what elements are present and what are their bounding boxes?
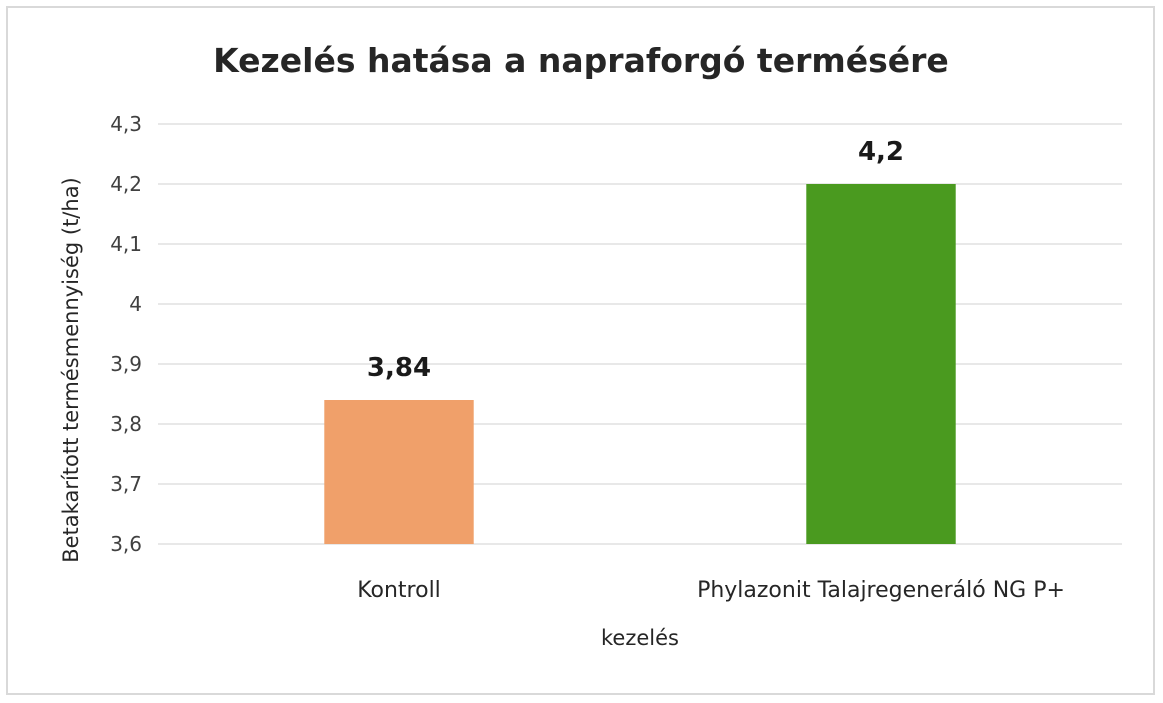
bar: [806, 184, 956, 544]
y-tick-label: 3,7: [110, 472, 142, 496]
y-tick-label: 4: [129, 292, 142, 316]
y-tick-label: 3,9: [110, 352, 142, 376]
x-category-label: Phylazonit Talajregeneráló NG P+: [697, 578, 1065, 603]
x-category-label: Kontroll: [357, 578, 441, 603]
y-axis-ticks: 3,6 3,7 3,8 3,9 4 4,1 4,2 4,3: [110, 112, 142, 556]
bar: [324, 400, 474, 544]
data-label: 4,2: [858, 137, 904, 167]
x-axis-label: kezelés: [601, 626, 679, 650]
y-tick-label: 3,8: [110, 412, 142, 436]
y-tick-label: 3,6: [110, 532, 142, 556]
y-tick-label: 4,1: [110, 232, 142, 256]
x-axis-categories: Kontroll Phylazonit Talajregeneráló NG P+: [357, 578, 1065, 603]
gridlines: [158, 123, 1122, 545]
chart-frame: [6, 6, 1155, 695]
y-tick-label: 4,3: [110, 112, 142, 136]
data-labels: 3,84 4,2: [367, 137, 904, 383]
data-label: 3,84: [367, 353, 431, 383]
chart-title: Kezelés hatása a napraforgó termésére: [213, 41, 949, 80]
y-tick-label: 4,2: [110, 172, 142, 196]
bars: [324, 184, 956, 544]
y-axis-label: Betakarított termésmennyiség (t/ha): [59, 177, 83, 563]
